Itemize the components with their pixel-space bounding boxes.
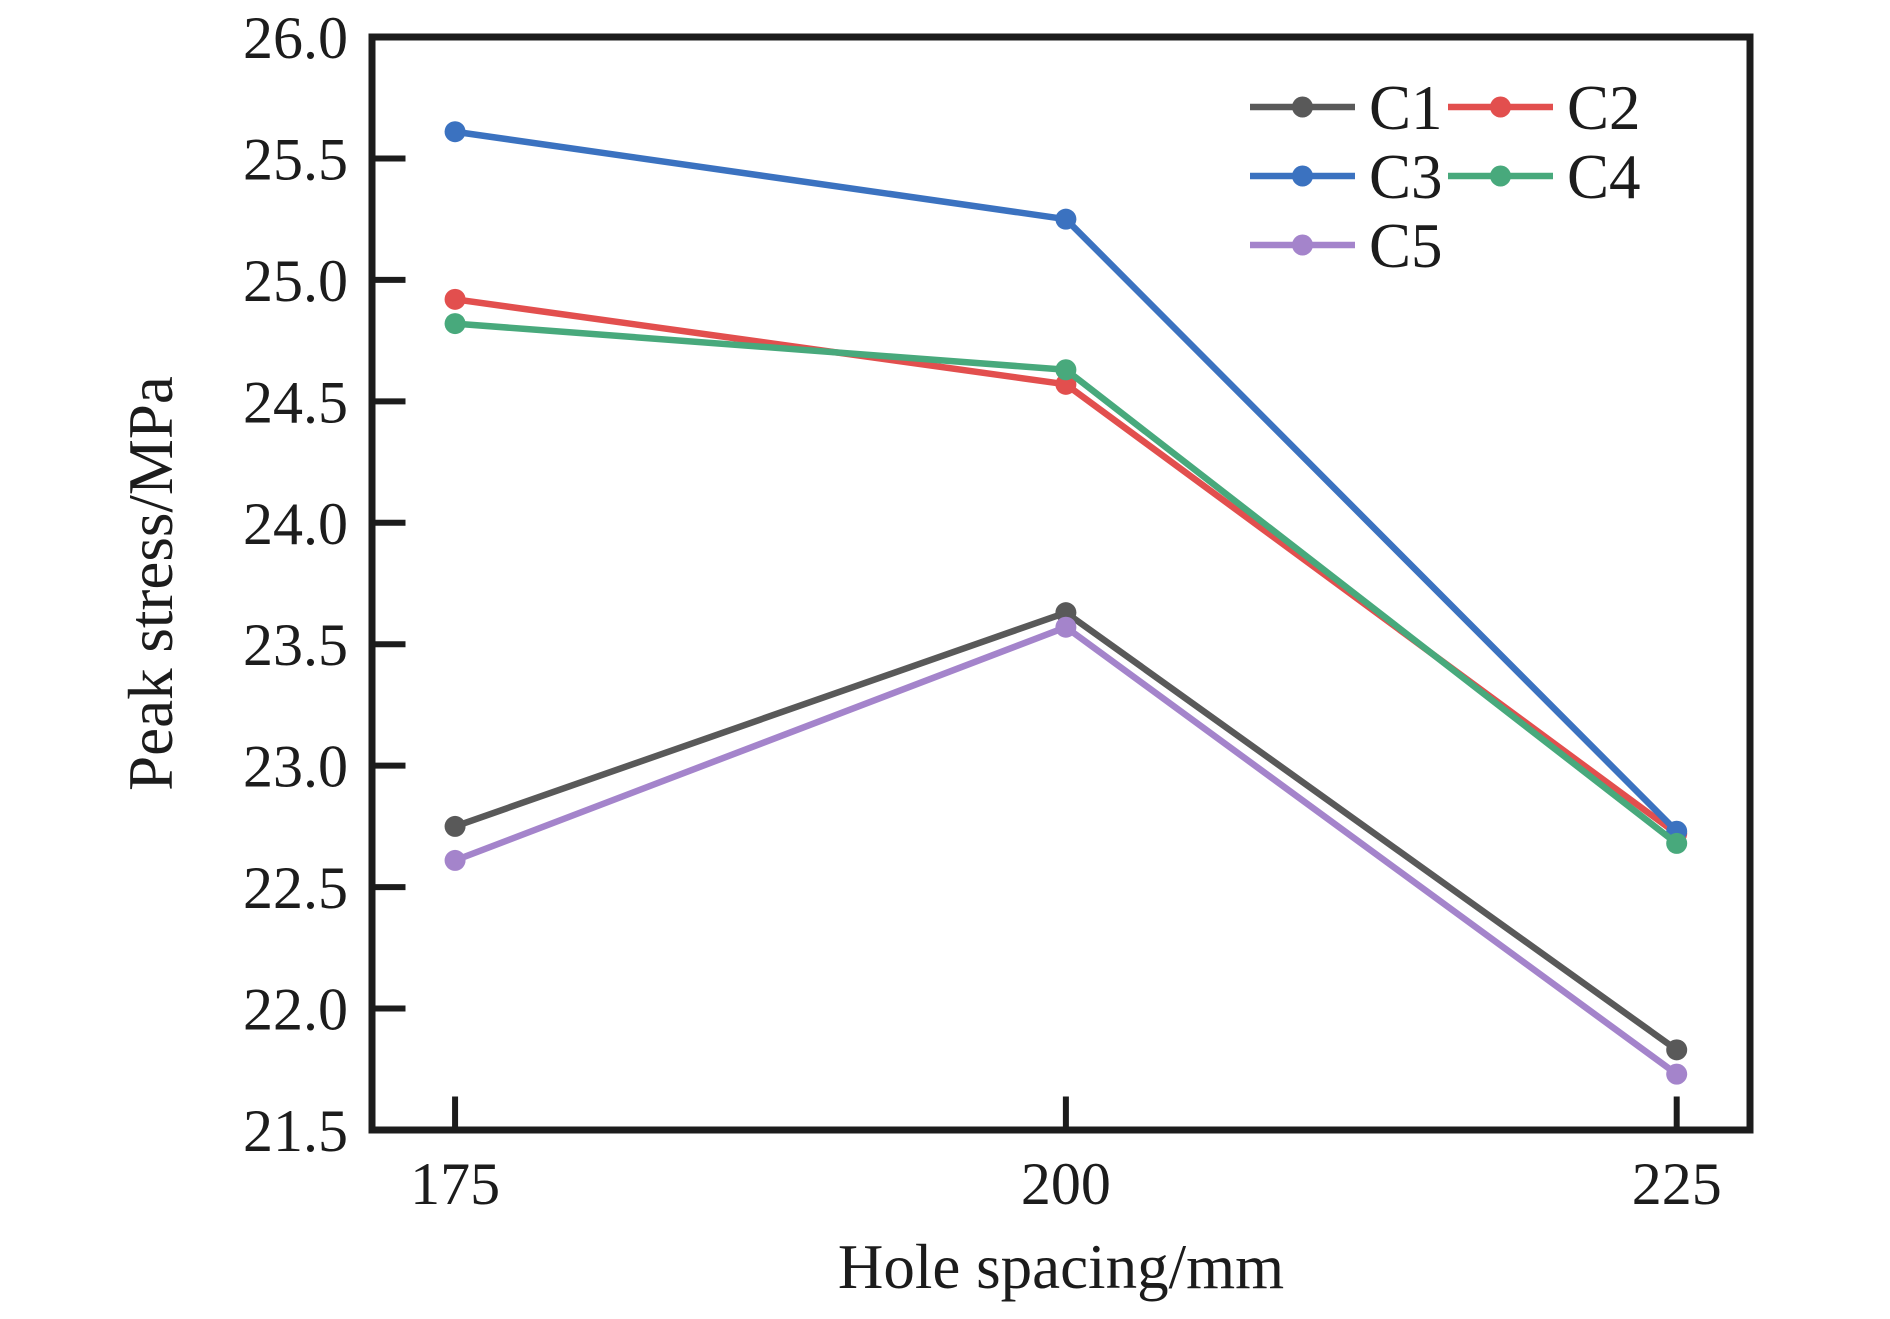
legend: C1 C2 C3 C4 C5 xyxy=(1250,73,1641,281)
series-C1-marker xyxy=(1055,602,1077,624)
series-C3-marker xyxy=(1055,208,1077,230)
legend-label: C4 xyxy=(1567,142,1641,212)
series-C4-marker xyxy=(444,313,466,335)
series-C4 xyxy=(444,313,1688,854)
series-C5-marker xyxy=(1666,1063,1688,1085)
y-tick-label: 26.0 xyxy=(243,5,348,71)
y-tick-label: 23.5 xyxy=(243,612,348,678)
series-C5-marker xyxy=(1055,616,1077,638)
series-C5 xyxy=(444,616,1688,1085)
legend-label: C1 xyxy=(1369,73,1443,143)
series-C4-marker xyxy=(1055,359,1077,381)
legend-marker xyxy=(1292,165,1313,187)
legend-entry-C3: C3 xyxy=(1250,142,1443,212)
legend-label: C2 xyxy=(1567,73,1641,143)
series-C1-marker xyxy=(444,815,466,837)
y-tick-label: 24.0 xyxy=(243,491,348,557)
x-axis-title: Hole spacing/mm xyxy=(838,1232,1284,1302)
y-tick-label: 23.0 xyxy=(243,734,348,800)
y-tick-label: 22.5 xyxy=(243,855,348,921)
legend-marker xyxy=(1292,96,1313,118)
series-C2-marker xyxy=(444,288,466,310)
legend-entry-C2: C2 xyxy=(1448,73,1641,143)
legend-marker xyxy=(1490,96,1511,118)
y-tick-label: 25.5 xyxy=(243,126,348,192)
series-C4-marker xyxy=(1666,832,1688,854)
legend-marker xyxy=(1490,165,1511,187)
y-tick-label: 25.0 xyxy=(243,248,348,314)
y-tick-label: 24.5 xyxy=(243,369,348,435)
series-C2-marker xyxy=(1055,373,1077,395)
series-C3-marker xyxy=(444,121,466,143)
y-axis: 21.5 22.0 22.5 23.0 23.5 24.0 24.5 25.0 25.5 26.0 xyxy=(243,5,406,1164)
y-axis-title: Peak stress/MPa xyxy=(116,376,186,791)
x-axis: 175 200 225 xyxy=(410,1096,1722,1217)
x-tick-label: 200 xyxy=(1021,1151,1111,1217)
legend-entry-C1: C1 xyxy=(1250,73,1443,143)
x-tick-label: 225 xyxy=(1632,1151,1722,1217)
x-tick-label: 175 xyxy=(410,1151,500,1217)
y-tick-label: 21.5 xyxy=(243,1098,348,1164)
series-C1 xyxy=(444,602,1688,1061)
legend-label: C3 xyxy=(1369,142,1443,212)
series-C5-marker xyxy=(444,849,466,871)
plot-border xyxy=(368,33,1754,1134)
legend-entry-C4: C4 xyxy=(1448,142,1641,212)
y-tick-label: 22.0 xyxy=(243,977,348,1043)
series-C1-marker xyxy=(1666,1039,1688,1061)
legend-marker xyxy=(1292,234,1313,256)
legend-label: C5 xyxy=(1369,211,1443,281)
legend-entry-C5: C5 xyxy=(1250,211,1443,281)
